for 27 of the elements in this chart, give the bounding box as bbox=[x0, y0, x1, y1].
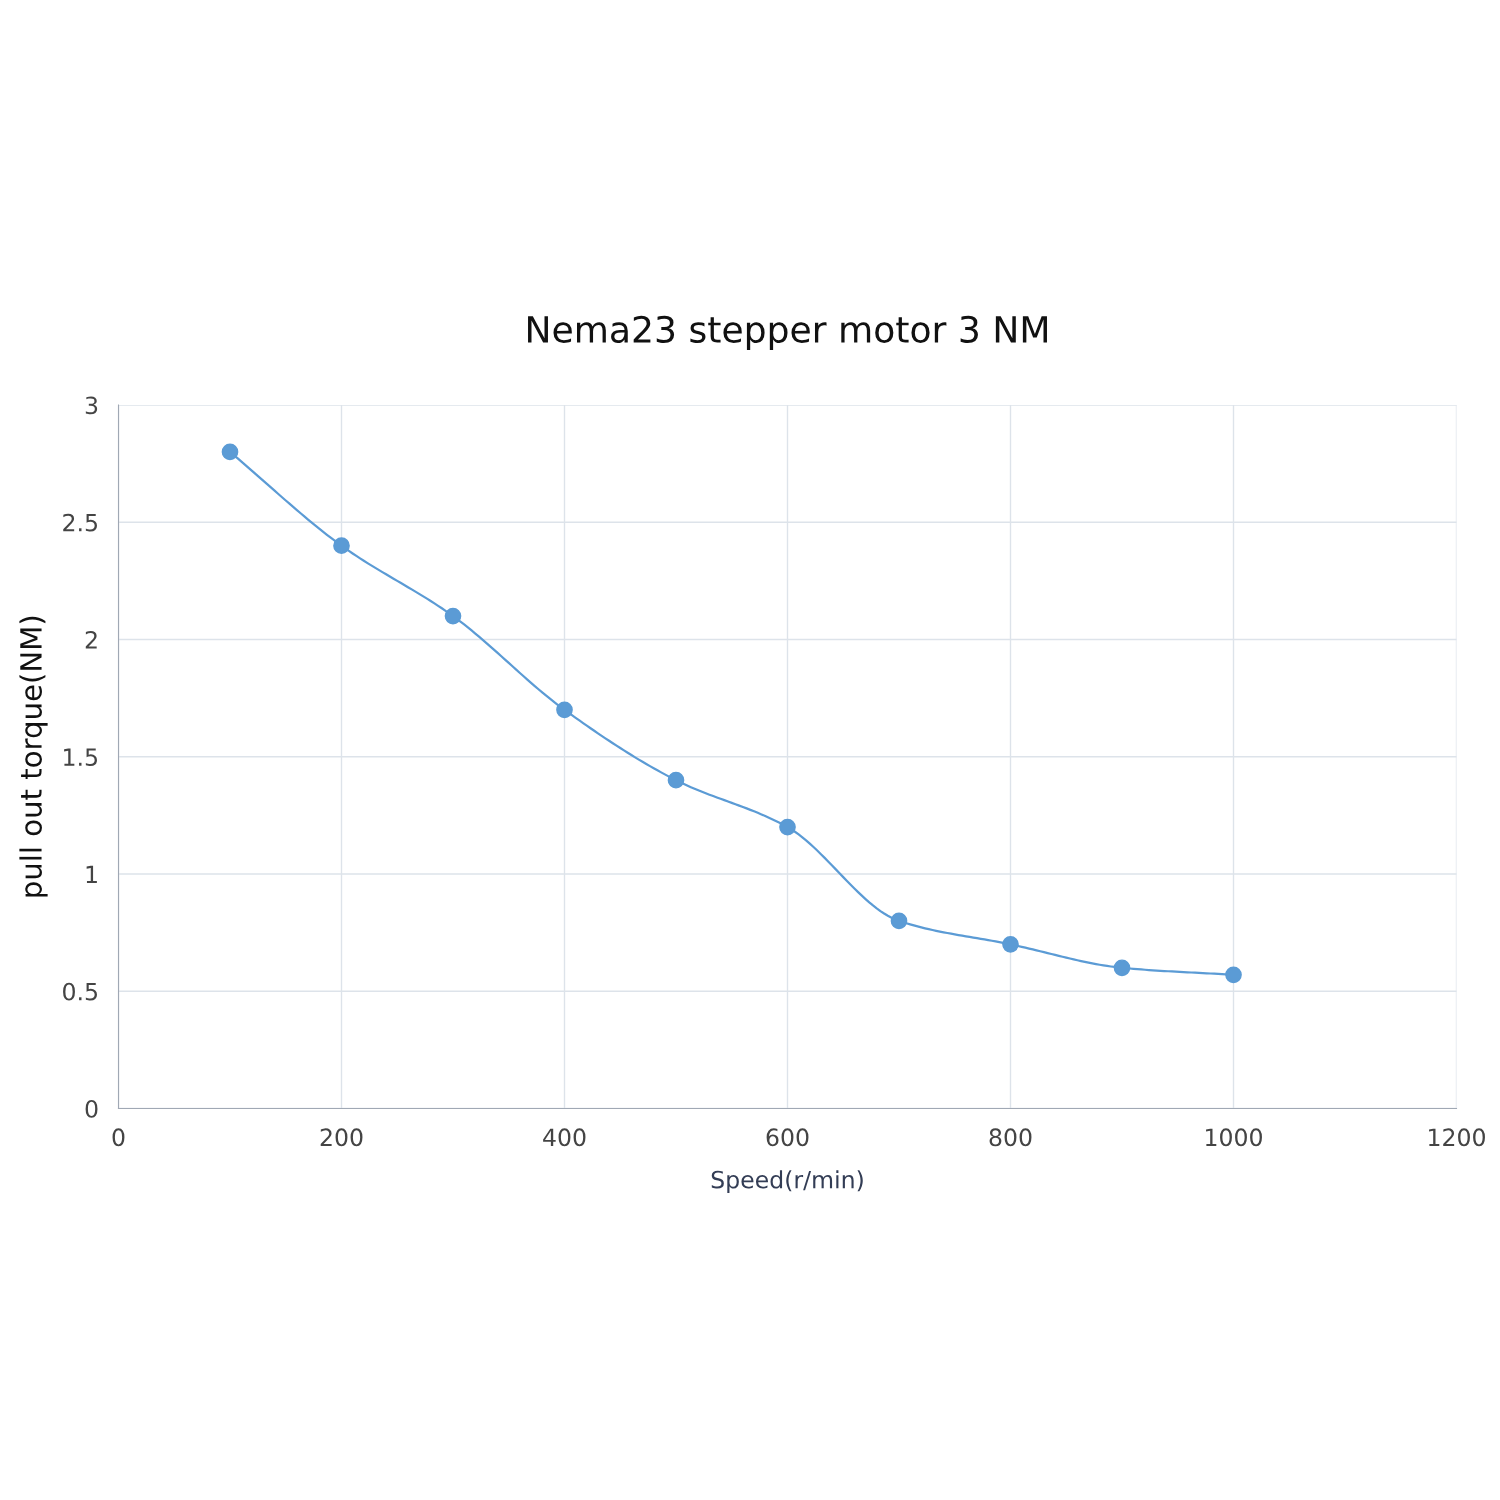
x-tick-label: 1000 bbox=[1206, 1128, 1262, 1147]
chart-title: Nema23 stepper motor 3 NM bbox=[528, 315, 1047, 351]
point bbox=[333, 537, 350, 555]
x-tick-label: 800 bbox=[989, 1128, 1032, 1147]
x-axis-title: Speed(r/min) bbox=[711, 1170, 863, 1194]
x-tick-label: 200 bbox=[320, 1128, 363, 1147]
y-tick-label: 2 bbox=[85, 630, 97, 649]
point bbox=[556, 701, 573, 719]
y-tick-label: 1.5 bbox=[64, 748, 97, 767]
x-tick-label: 600 bbox=[766, 1128, 809, 1147]
point bbox=[779, 818, 796, 836]
x-tick-label: 1200 bbox=[1429, 1128, 1485, 1147]
point bbox=[1002, 936, 1019, 953]
point bbox=[221, 443, 239, 461]
y-tick-label: 3 bbox=[85, 396, 98, 415]
y-tick-label: 1 bbox=[86, 865, 97, 883]
y-axis-title: pull out torque(NM) bbox=[19, 616, 48, 897]
point bbox=[890, 912, 908, 930]
y-tick-label: 0.5 bbox=[63, 982, 97, 1001]
point bbox=[1113, 959, 1131, 977]
point bbox=[1225, 966, 1242, 984]
x-tick-label: 400 bbox=[543, 1128, 586, 1147]
point bbox=[444, 607, 462, 625]
y-tick-label: 0 bbox=[85, 1099, 98, 1118]
point bbox=[667, 771, 685, 789]
y-tick-label: 2.5 bbox=[63, 513, 97, 532]
x-tick-label: 0 bbox=[112, 1128, 125, 1147]
